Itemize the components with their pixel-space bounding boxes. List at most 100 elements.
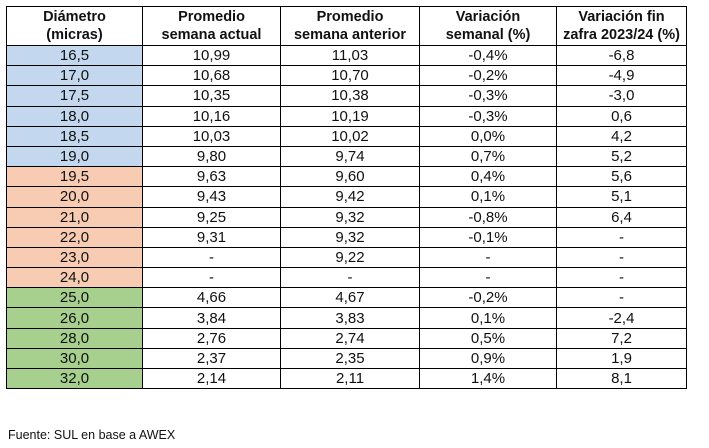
weekly-variation-cell: 0,9%: [419, 347, 557, 370]
diameter-cell: 19,0: [6, 145, 143, 168]
table-row: 19,0 9,80 9,74 0,7% 5,2: [6, 145, 687, 168]
header-previous-week-line2: semana anterior: [293, 27, 407, 43]
weekly-variation-cell: 0,7%: [419, 145, 557, 168]
current-week-cell: -: [142, 246, 281, 269]
weekly-variation-cell: 0,1%: [419, 307, 557, 329]
table-row: 25,0 4,66 4,67 -0,2% -: [6, 287, 687, 309]
header-current-week: Promedio semana actual: [142, 6, 281, 46]
header-season-variation-line2: zafra 2023/24 (%): [563, 27, 680, 43]
table-row: 21,0 9,25 9,32 -0,8% 6,4: [6, 206, 687, 228]
previous-week-cell: 9,74: [280, 145, 420, 168]
current-week-cell: 10,99: [142, 44, 281, 67]
weekly-variation-cell: 0,5%: [419, 327, 557, 349]
previous-week-cell: 10,38: [280, 85, 420, 107]
previous-week-cell: 9,32: [280, 226, 420, 248]
previous-week-cell: 2,11: [280, 367, 420, 390]
header-season-variation: Variación fin zafra 2023/24 (%): [556, 6, 687, 46]
season-variation-cell: -: [556, 267, 687, 289]
diameter-cell: 25,0: [6, 287, 143, 309]
season-variation-cell: 0,6: [556, 105, 687, 127]
header-weekly-variation-line2: semanal (%): [445, 27, 531, 43]
header-weekly-variation: Variación semanal (%): [419, 6, 557, 46]
season-variation-cell: -6,8: [556, 44, 687, 67]
current-week-cell: 10,68: [142, 65, 281, 87]
season-variation-cell: 5,2: [556, 145, 687, 168]
header-current-week-line2: semana actual: [161, 27, 262, 43]
weekly-variation-cell: -0,4%: [419, 44, 557, 67]
diameter-cell: 26,0: [6, 307, 143, 329]
table-row: 26,0 3,84 3,83 0,1% -2,4: [6, 307, 687, 329]
diameter-cell: 30,0: [6, 347, 143, 370]
current-week-cell: 10,03: [142, 125, 281, 147]
previous-week-cell: 2,74: [280, 327, 420, 349]
previous-week-cell: 9,32: [280, 206, 420, 228]
diameter-cell: 19,5: [6, 166, 143, 188]
diameter-cell: 16,5: [6, 44, 143, 67]
current-week-cell: 10,35: [142, 85, 281, 107]
season-variation-cell: 5,6: [556, 166, 687, 188]
previous-week-cell: 10,19: [280, 105, 420, 127]
current-week-cell: 9,63: [142, 166, 281, 188]
table-row: 20,0 9,43 9,42 0,1% 5,1: [6, 186, 687, 208]
previous-week-cell: 3,83: [280, 307, 420, 329]
current-week-cell: 9,43: [142, 186, 281, 208]
season-variation-cell: -: [556, 226, 687, 248]
table-row: 30,0 2,37 2,35 0,9% 1,9: [6, 347, 687, 370]
header-previous-week-line1: Promedio: [316, 9, 384, 25]
table-row: 18,5 10,03 10,02 0,0% 4,2: [6, 125, 687, 147]
previous-week-cell: 4,67: [280, 287, 420, 309]
table-row: 16,5 10,99 11,03 -0,4% -6,8: [6, 44, 687, 67]
diameter-cell: 23,0: [6, 246, 143, 269]
season-variation-cell: -4,9: [556, 65, 687, 87]
header-diameter-line1: Diámetro: [43, 9, 106, 25]
weekly-variation-cell: -0,8%: [419, 206, 557, 228]
diameter-cell: 17,5: [6, 85, 143, 107]
weekly-variation-cell: 0,4%: [419, 166, 557, 188]
header-diameter-line2: (micras): [46, 27, 103, 43]
current-week-cell: -: [142, 267, 281, 289]
previous-week-cell: 10,70: [280, 65, 420, 87]
current-week-cell: 10,16: [142, 105, 281, 127]
table-row: 19,5 9,63 9,60 0,4% 5,6: [6, 166, 687, 188]
source-note: Fuente: SUL en base a AWEX: [8, 428, 176, 442]
diameter-cell: 22,0: [6, 226, 143, 248]
diameter-cell: 28,0: [6, 327, 143, 349]
weekly-variation-cell: 1,4%: [419, 367, 557, 390]
current-week-cell: 9,31: [142, 226, 281, 248]
diameter-cell: 18,5: [6, 125, 143, 147]
header-diameter: Diámetro (micras): [6, 6, 143, 46]
weekly-variation-cell: -0,3%: [419, 85, 557, 107]
table-row: 17,5 10,35 10,38 -0,3% -3,0: [6, 85, 687, 107]
table-row: 24,0- - - -: [6, 267, 687, 289]
table-row: 32,0 2,14 2,11 1,4% 8,1: [6, 367, 687, 390]
diameter-cell: 24,0: [6, 267, 143, 289]
season-variation-cell: -3,0: [556, 85, 687, 107]
table-row: 17,0 10,68 10,70 -0,2% -4,9: [6, 65, 687, 87]
current-week-cell: 9,80: [142, 145, 281, 168]
season-variation-cell: 8,1: [556, 367, 687, 390]
weekly-variation-cell: -0,2%: [419, 287, 557, 309]
current-week-cell: 2,76: [142, 327, 281, 349]
table-row: 23,0-9,22- -: [6, 246, 687, 269]
previous-week-cell: 9,60: [280, 166, 420, 188]
previous-week-cell: 9,22: [280, 246, 420, 269]
season-variation-cell: 1,9: [556, 347, 687, 370]
season-variation-cell: -: [556, 287, 687, 309]
table-body: 16,5 10,99 11,03 -0,4% -6,8 17,0 10,68 10,70 -0,…: [6, 44, 687, 390]
wool-price-table: Diámetro (micras) Promedio semana actual P…: [6, 6, 687, 390]
weekly-variation-cell: 0,0%: [419, 125, 557, 147]
season-variation-cell: 4,2: [556, 125, 687, 147]
table-row: 28,0 2,76 2,74 0,5% 7,2: [6, 327, 687, 349]
header-weekly-variation-line1: Variación: [455, 9, 521, 25]
previous-week-cell: 11,03: [280, 44, 420, 67]
header-season-variation-line1: Variación fin: [578, 9, 665, 25]
diameter-cell: 18,0: [6, 105, 143, 127]
weekly-variation-cell: -0,3%: [419, 105, 557, 127]
weekly-variation-cell: -0,2%: [419, 65, 557, 87]
diameter-cell: 21,0: [6, 206, 143, 228]
previous-week-cell: -: [280, 267, 420, 289]
previous-week-cell: 10,02: [280, 125, 420, 147]
current-week-cell: 9,25: [142, 206, 281, 228]
diameter-cell: 17,0: [6, 65, 143, 87]
current-week-cell: 2,37: [142, 347, 281, 370]
